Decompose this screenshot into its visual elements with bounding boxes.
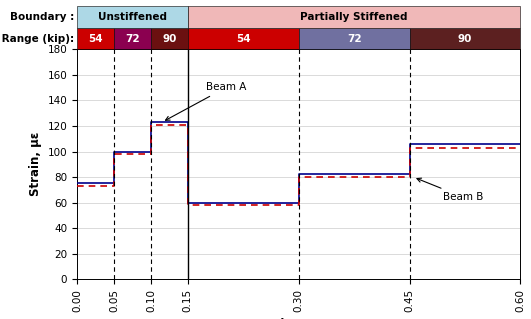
Text: Beam B: Beam B: [417, 178, 483, 202]
Text: Beam A: Beam A: [166, 82, 247, 120]
Text: 54: 54: [88, 34, 103, 44]
X-axis label: Cycles, ×10⁶: Cycles, ×10⁶: [258, 317, 340, 319]
Text: 90: 90: [162, 34, 176, 44]
Text: 72: 72: [125, 34, 140, 44]
Text: Partially Stiffened: Partially Stiffened: [301, 12, 408, 22]
Text: Unstiffened: Unstiffened: [98, 12, 167, 22]
Text: Loading Range (kip):: Loading Range (kip):: [0, 34, 74, 44]
Y-axis label: Strain, με: Strain, με: [29, 132, 42, 197]
Text: 54: 54: [236, 34, 251, 44]
Text: 72: 72: [347, 34, 362, 44]
Text: 90: 90: [458, 34, 472, 44]
Text: Boundary :: Boundary :: [10, 12, 74, 22]
